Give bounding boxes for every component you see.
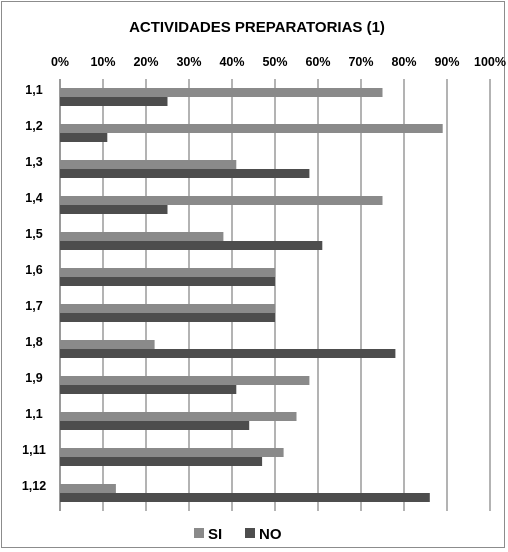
legend-swatch-no	[245, 528, 255, 538]
category-label: 1,5	[25, 227, 42, 241]
x-tick-label: 50%	[262, 55, 287, 69]
category-label: 1,8	[25, 335, 42, 349]
bar-si	[60, 124, 443, 133]
category-label: 1,12	[22, 479, 46, 493]
gridlines	[59, 79, 491, 511]
category-label: 1,3	[25, 155, 42, 169]
bar-si	[60, 340, 155, 349]
category-label: 1,11	[22, 443, 46, 457]
bar-si	[60, 376, 310, 385]
bar-si	[60, 160, 237, 169]
category-label: 1,4	[25, 191, 42, 205]
x-tick-label: 70%	[348, 55, 373, 69]
bar-no	[60, 385, 237, 394]
bar-si	[60, 88, 383, 97]
bar-no	[60, 349, 396, 358]
legend: SI NO	[194, 526, 282, 543]
x-tick-label: 90%	[434, 55, 459, 69]
bar-si	[60, 268, 275, 277]
bar-no	[60, 169, 310, 178]
bar-no	[60, 457, 263, 466]
x-axis-tick-labels: 0% 10% 20% 30% 40% 50% 60% 70% 80% 90% 100%	[51, 55, 506, 69]
category-label: 1,7	[25, 299, 42, 313]
x-tick-label: 80%	[391, 55, 416, 69]
bars	[60, 88, 443, 502]
category-label: 1,1	[25, 83, 42, 97]
x-tick-label: 100%	[474, 55, 506, 69]
bar-no	[60, 241, 323, 250]
bar-no	[60, 313, 275, 322]
x-tick-label: 20%	[133, 55, 158, 69]
x-tick-label: 10%	[90, 55, 115, 69]
chart-title: ACTIVIDADES PREPARATORIAS (1)	[129, 19, 385, 36]
y-axis-category-labels: 1,1 1,2 1,3 1,4 1,5 1,6 1,7 1,8 1,9 1,1 1,11 1,12	[22, 83, 46, 493]
x-tick-label: 30%	[176, 55, 201, 69]
category-label: 1,6	[25, 263, 42, 277]
bar-no	[60, 133, 108, 142]
x-tick-label: 40%	[219, 55, 244, 69]
bar-no	[60, 277, 275, 286]
legend-label-si: SI	[208, 526, 222, 543]
bar-no	[60, 205, 168, 214]
bar-no	[60, 493, 430, 502]
bar-si	[60, 448, 284, 457]
legend-label-no: NO	[259, 526, 282, 543]
legend-swatch-si	[194, 528, 204, 538]
bar-si	[60, 196, 383, 205]
x-tick-label: 0%	[51, 55, 69, 69]
bar-no	[60, 97, 168, 106]
bar-si	[60, 412, 297, 421]
x-tick-label: 60%	[305, 55, 330, 69]
bar-si	[60, 232, 224, 241]
category-label: 1,9	[25, 371, 42, 385]
category-label: 1,2	[25, 119, 42, 133]
bar-si	[60, 304, 275, 313]
bar-no	[60, 421, 250, 430]
category-label: 1,1	[25, 407, 42, 421]
bar-si	[60, 484, 116, 493]
